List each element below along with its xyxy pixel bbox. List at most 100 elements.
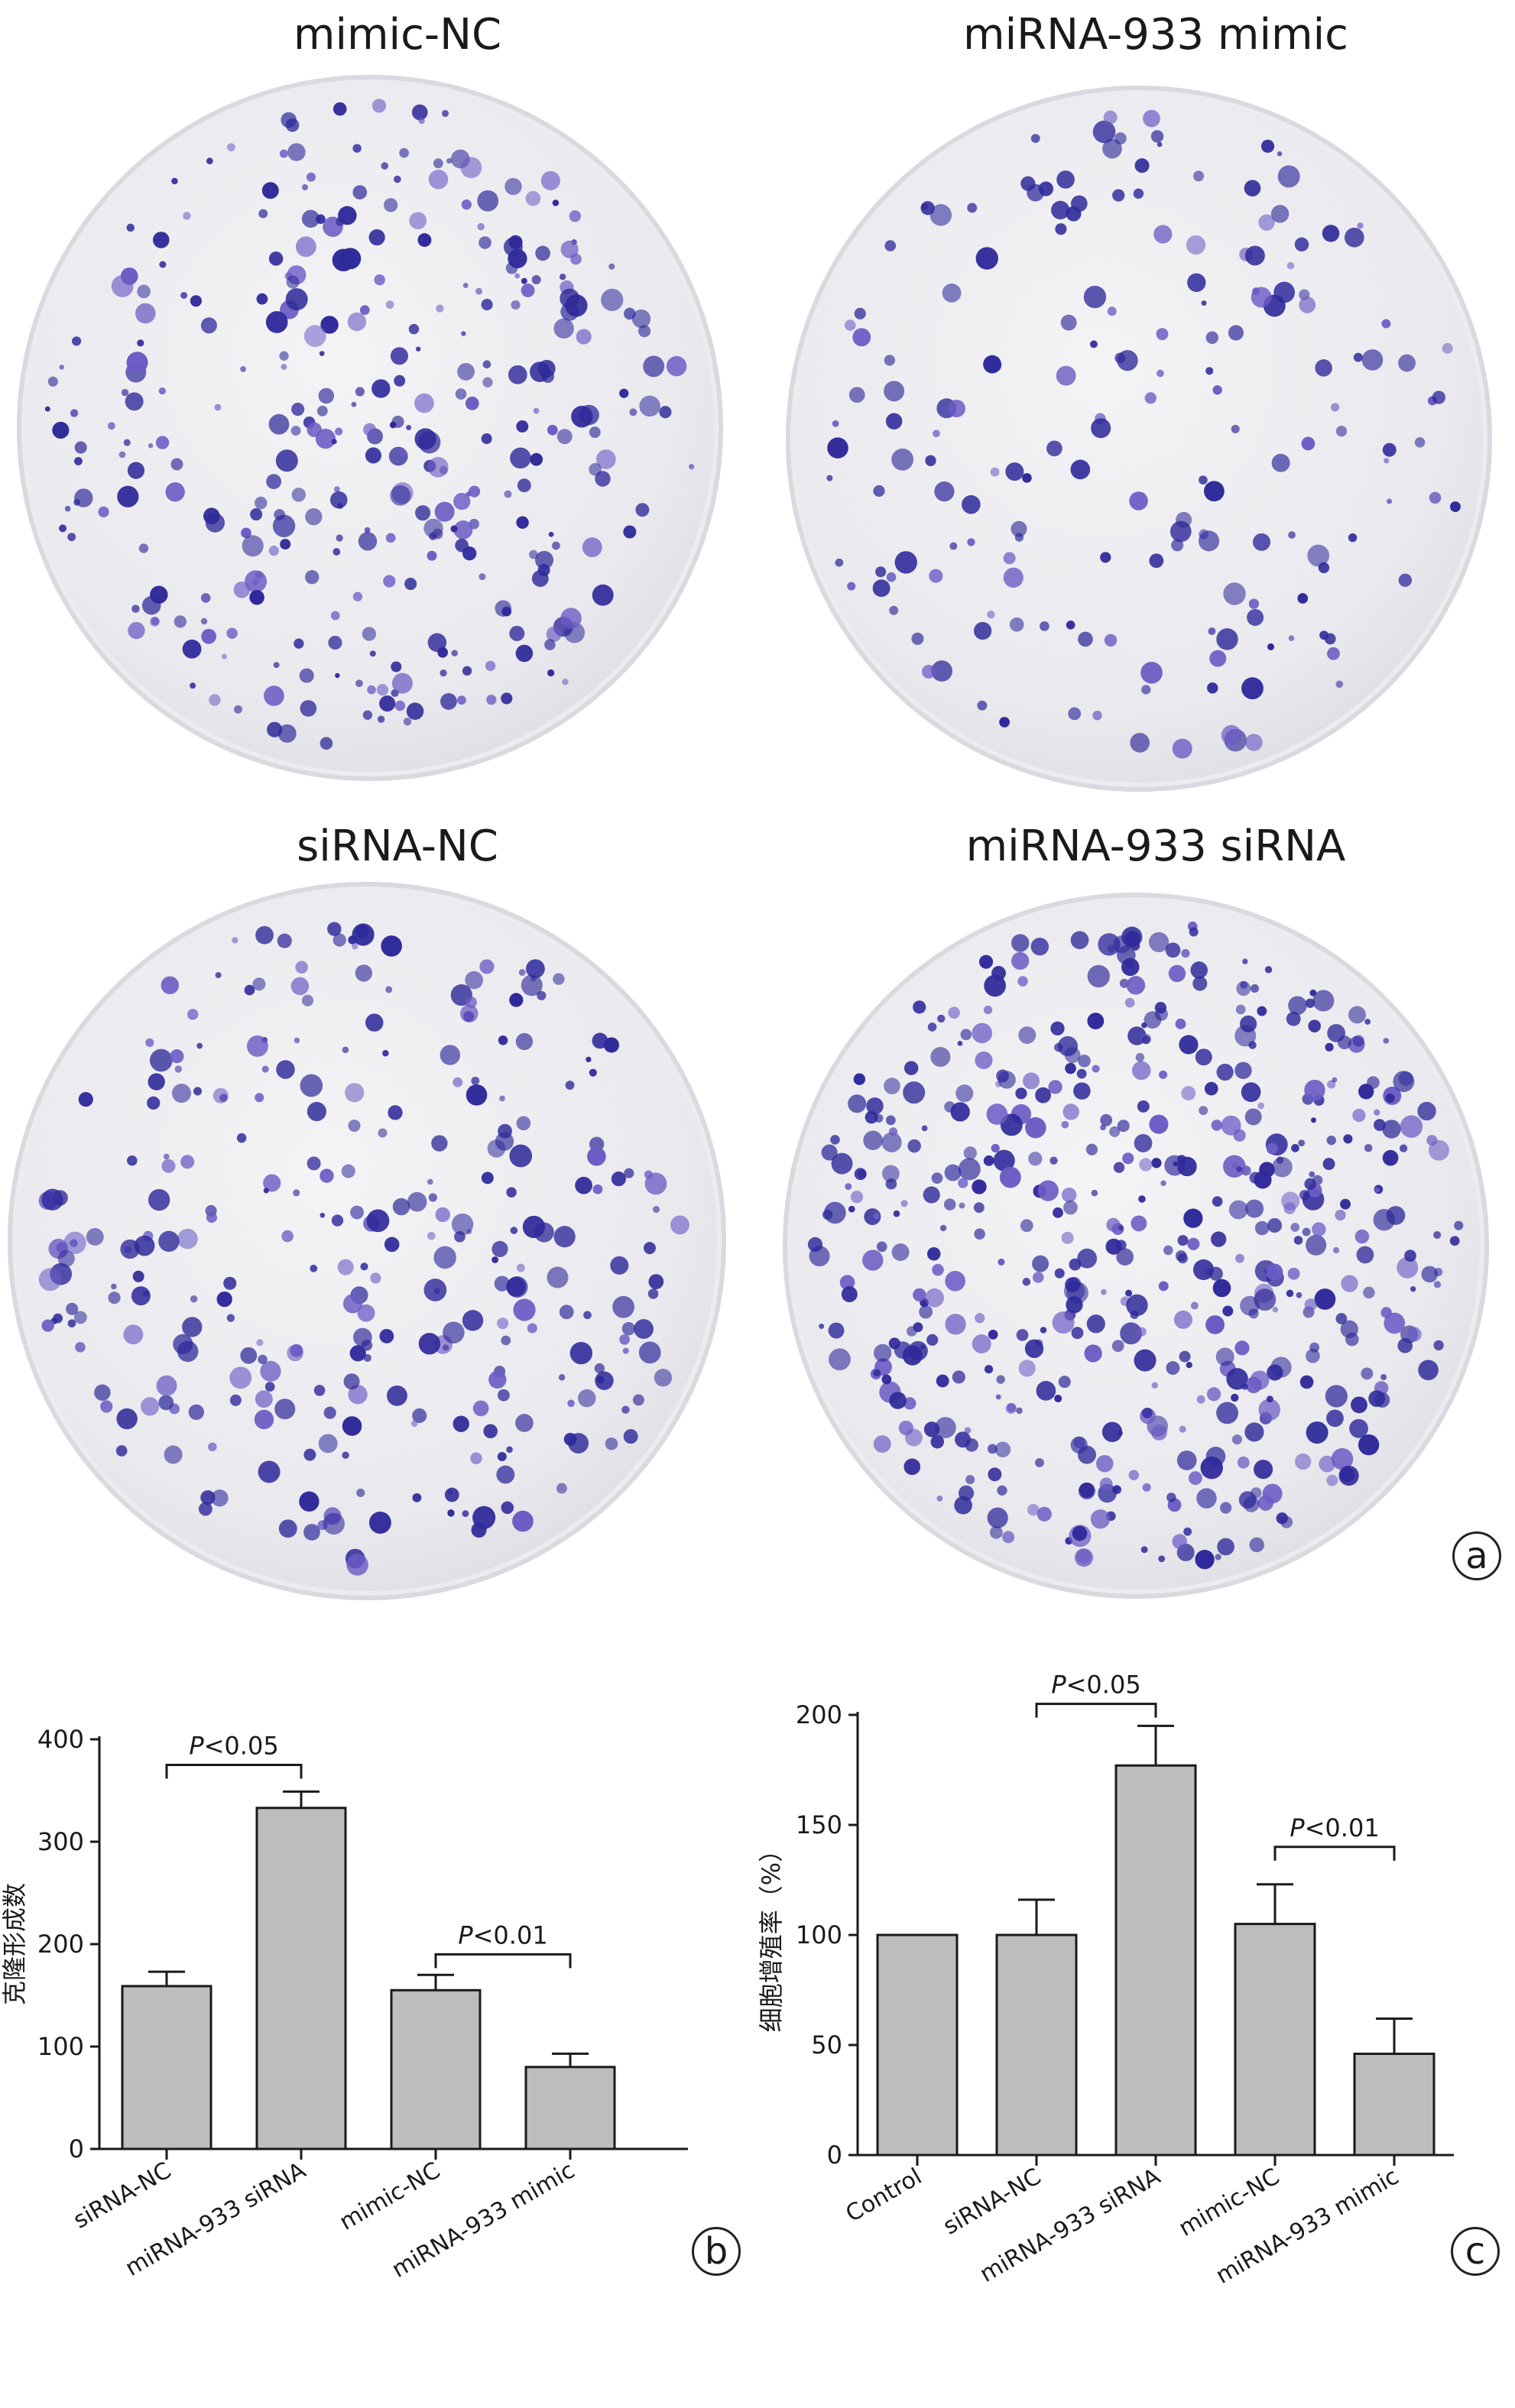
colony [506, 1276, 528, 1298]
colony [1241, 677, 1264, 700]
colony [1302, 1227, 1311, 1236]
colony [560, 240, 579, 258]
colony [1135, 1052, 1145, 1062]
colony [1244, 1422, 1264, 1442]
colony [187, 1009, 199, 1020]
colony [987, 1444, 998, 1454]
colony [455, 388, 467, 400]
colony [1137, 1100, 1150, 1113]
colony [229, 1366, 252, 1389]
colony [141, 595, 161, 615]
colony [1348, 1006, 1366, 1024]
colony [1090, 1509, 1111, 1529]
colony [586, 1056, 592, 1063]
panel-label-b: b [692, 2227, 741, 2276]
colony [1335, 1209, 1346, 1221]
colony [125, 392, 144, 411]
colony [440, 669, 447, 677]
colony [1306, 1234, 1327, 1256]
colony [516, 420, 529, 433]
colony [403, 718, 412, 726]
colony [457, 695, 466, 705]
colony [328, 635, 342, 650]
colony [1387, 498, 1393, 504]
x-tick-label: siRNA-NC [69, 2157, 176, 2235]
colony [1186, 1361, 1192, 1369]
colony [226, 143, 235, 152]
colony [1374, 1187, 1380, 1193]
colony [903, 1458, 921, 1476]
colony [442, 1344, 449, 1351]
colony [1222, 1305, 1234, 1317]
colony [1177, 1235, 1189, 1246]
colony [1325, 1042, 1334, 1052]
colony [1398, 354, 1416, 372]
colony [864, 1208, 881, 1226]
colony [1257, 1495, 1273, 1511]
colony [959, 1202, 965, 1209]
colony [983, 1155, 994, 1166]
colony [903, 1061, 919, 1075]
colony [1192, 1259, 1215, 1281]
colony [457, 362, 475, 381]
colony [511, 300, 521, 310]
colony [1056, 365, 1076, 386]
colony [188, 1404, 204, 1421]
colony [1062, 1104, 1079, 1120]
colony [1212, 1279, 1231, 1298]
colony [1354, 1229, 1370, 1244]
colony [1036, 1506, 1052, 1522]
colony [1137, 1327, 1147, 1337]
colony [495, 1132, 514, 1151]
colony [1296, 1292, 1303, 1298]
colony [1208, 1266, 1223, 1281]
colony [57, 1249, 75, 1267]
colony [516, 516, 529, 529]
colony [1211, 1120, 1223, 1131]
colony [1270, 1356, 1292, 1378]
colony [285, 288, 308, 311]
colony [299, 668, 314, 683]
colony [1070, 459, 1091, 480]
colony [1286, 261, 1295, 270]
colony [1338, 1465, 1359, 1486]
colony [1205, 367, 1214, 375]
colony [347, 312, 367, 332]
colony [1005, 462, 1024, 481]
colony [258, 1354, 268, 1365]
colony [544, 639, 556, 650]
colony [1235, 1253, 1244, 1263]
colony [829, 1348, 851, 1371]
colony [1314, 1288, 1336, 1310]
colony [150, 616, 160, 627]
colony-plate-mirna-933-mimic [786, 86, 1492, 792]
colony [553, 973, 565, 985]
colony [987, 610, 995, 619]
colony [200, 593, 211, 603]
colony [409, 212, 427, 230]
colony [460, 1004, 479, 1023]
colony [391, 415, 404, 428]
colony [819, 1324, 825, 1330]
colony [481, 1172, 494, 1185]
colony [278, 1519, 297, 1538]
colony [1138, 1195, 1146, 1203]
colony [1051, 200, 1070, 220]
colony [435, 1207, 450, 1223]
colony [1140, 661, 1163, 684]
colony [94, 1384, 111, 1401]
colony [307, 1101, 326, 1122]
colony [200, 617, 208, 625]
colony [359, 305, 370, 316]
colony [913, 1288, 926, 1302]
colony [343, 1373, 360, 1390]
colony [1087, 1013, 1105, 1029]
colony [256, 293, 268, 305]
colony [1011, 951, 1030, 970]
colony [491, 1240, 508, 1258]
colony [1165, 942, 1181, 958]
colony [1266, 1142, 1278, 1155]
colony [333, 486, 340, 493]
colony [310, 1264, 318, 1272]
